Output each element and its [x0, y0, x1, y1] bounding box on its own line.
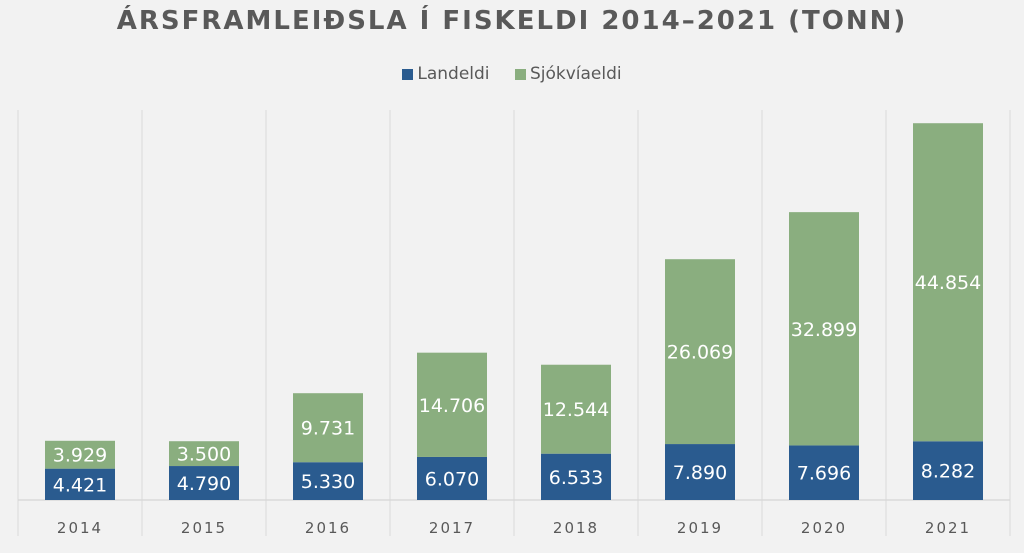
bar-sjókvíaeldi-2015 — [169, 441, 239, 467]
legend-label: Landeldi — [417, 64, 490, 84]
bar-landeldi-2021 — [913, 441, 983, 500]
bar-landeldi-2016 — [293, 462, 363, 500]
bar-landeldi-2014 — [45, 468, 115, 500]
x-tick-label: 2019 — [677, 519, 723, 537]
bar-sjókvíaeldi-2017 — [417, 352, 487, 457]
legend-item-sjokviaeldi: Sjókvíaeldi — [514, 64, 622, 84]
data-label: 7.890 — [673, 462, 727, 484]
data-label: 7.696 — [797, 463, 851, 485]
legend: Landeldi Sjókvíaeldi — [0, 64, 1024, 85]
data-label: 12.544 — [543, 399, 609, 421]
x-tick-label: 2020 — [801, 519, 847, 537]
bar-sjókvíaeldi-2014 — [45, 440, 115, 469]
bar-sjókvíaeldi-2020 — [789, 212, 859, 446]
bar-sjókvíaeldi-2019 — [665, 259, 735, 445]
bar-landeldi-2018 — [541, 453, 611, 500]
bar-landeldi-2017 — [417, 456, 487, 500]
chart-title: ÁRSFRAMLEIÐSLA Í FISKELDI 2014–2021 (TON… — [116, 6, 908, 36]
bar-sjókvíaeldi-2018 — [541, 364, 611, 454]
data-label: 6.070 — [425, 468, 479, 490]
x-tick-label: 2016 — [305, 519, 351, 537]
data-label: 44.854 — [915, 272, 981, 294]
x-tick-label: 2014 — [57, 519, 103, 537]
legend-swatch-landeldi — [402, 68, 414, 80]
data-label: 8.282 — [921, 461, 975, 483]
bar-landeldi-2015 — [169, 466, 239, 500]
data-label: 6.533 — [549, 467, 603, 489]
bar-sjókvíaeldi-2021 — [913, 123, 983, 442]
data-label: 32.899 — [791, 319, 857, 341]
data-label: 26.069 — [667, 342, 733, 364]
data-label: 14.706 — [419, 395, 485, 417]
legend-label: Sjókvíaeldi — [529, 64, 622, 84]
x-tick-label: 2021 — [925, 519, 971, 537]
data-label: 3.929 — [53, 445, 107, 467]
x-tick-label: 2018 — [553, 519, 599, 537]
bar-landeldi-2019 — [665, 444, 735, 500]
legend-item-landeldi: Landeldi — [402, 64, 490, 84]
data-label: 9.731 — [301, 418, 355, 440]
bar-landeldi-2020 — [789, 445, 859, 500]
bar-sjókvíaeldi-2016 — [293, 393, 363, 463]
data-label: 5.330 — [301, 471, 355, 493]
data-label: 3.500 — [177, 444, 231, 466]
x-tick-label: 2015 — [181, 519, 227, 537]
legend-swatch-sjokviaeldi — [514, 68, 526, 80]
data-label: 4.421 — [53, 474, 107, 496]
x-tick-label: 2017 — [429, 519, 475, 537]
data-label: 4.790 — [177, 473, 231, 495]
